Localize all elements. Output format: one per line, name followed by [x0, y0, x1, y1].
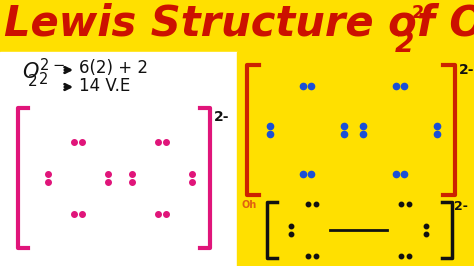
Bar [0, 52, 237, 266]
Text: 14 V.E: 14 V.E [79, 77, 130, 95]
Text: 2-: 2- [459, 63, 474, 77]
Text: Lewis Structure of O: Lewis Structure of O [4, 2, 474, 44]
Bar [0, 0, 474, 52]
Bar [237, 52, 474, 266]
Text: 2: 2 [395, 30, 414, 58]
Text: 2-: 2- [454, 200, 468, 213]
Text: 2-: 2- [214, 110, 229, 124]
Text: Oh: Oh [241, 200, 256, 210]
Text: 2: 2 [28, 74, 37, 89]
Text: $O_2^{2-}$: $O_2^{2-}$ [22, 57, 65, 88]
Text: 2-: 2- [412, 4, 432, 22]
Text: 6(2) + 2: 6(2) + 2 [79, 59, 148, 77]
